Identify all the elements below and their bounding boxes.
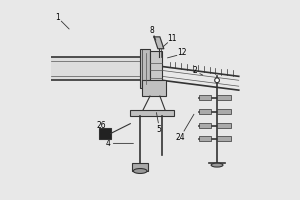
FancyBboxPatch shape [199,95,211,100]
FancyBboxPatch shape [217,136,231,141]
Circle shape [215,78,219,83]
Text: 26: 26 [97,121,106,130]
FancyBboxPatch shape [142,80,166,96]
Ellipse shape [211,163,223,167]
Text: 4: 4 [105,139,110,148]
FancyBboxPatch shape [130,110,174,116]
FancyBboxPatch shape [99,128,111,139]
Text: 8: 8 [150,26,154,35]
FancyBboxPatch shape [217,109,231,114]
Polygon shape [154,37,164,49]
FancyBboxPatch shape [140,49,150,88]
FancyBboxPatch shape [150,51,162,86]
FancyBboxPatch shape [217,123,231,128]
Text: 1: 1 [55,13,60,22]
Text: 5: 5 [156,125,161,134]
FancyBboxPatch shape [199,136,211,141]
Text: 12: 12 [177,48,186,57]
FancyBboxPatch shape [132,163,148,171]
Text: 11: 11 [167,34,176,43]
FancyBboxPatch shape [199,123,211,128]
Text: 24: 24 [176,133,185,142]
FancyBboxPatch shape [51,57,144,80]
FancyBboxPatch shape [217,95,231,100]
Text: 2: 2 [193,66,198,75]
Ellipse shape [133,169,147,173]
FancyBboxPatch shape [199,109,211,114]
